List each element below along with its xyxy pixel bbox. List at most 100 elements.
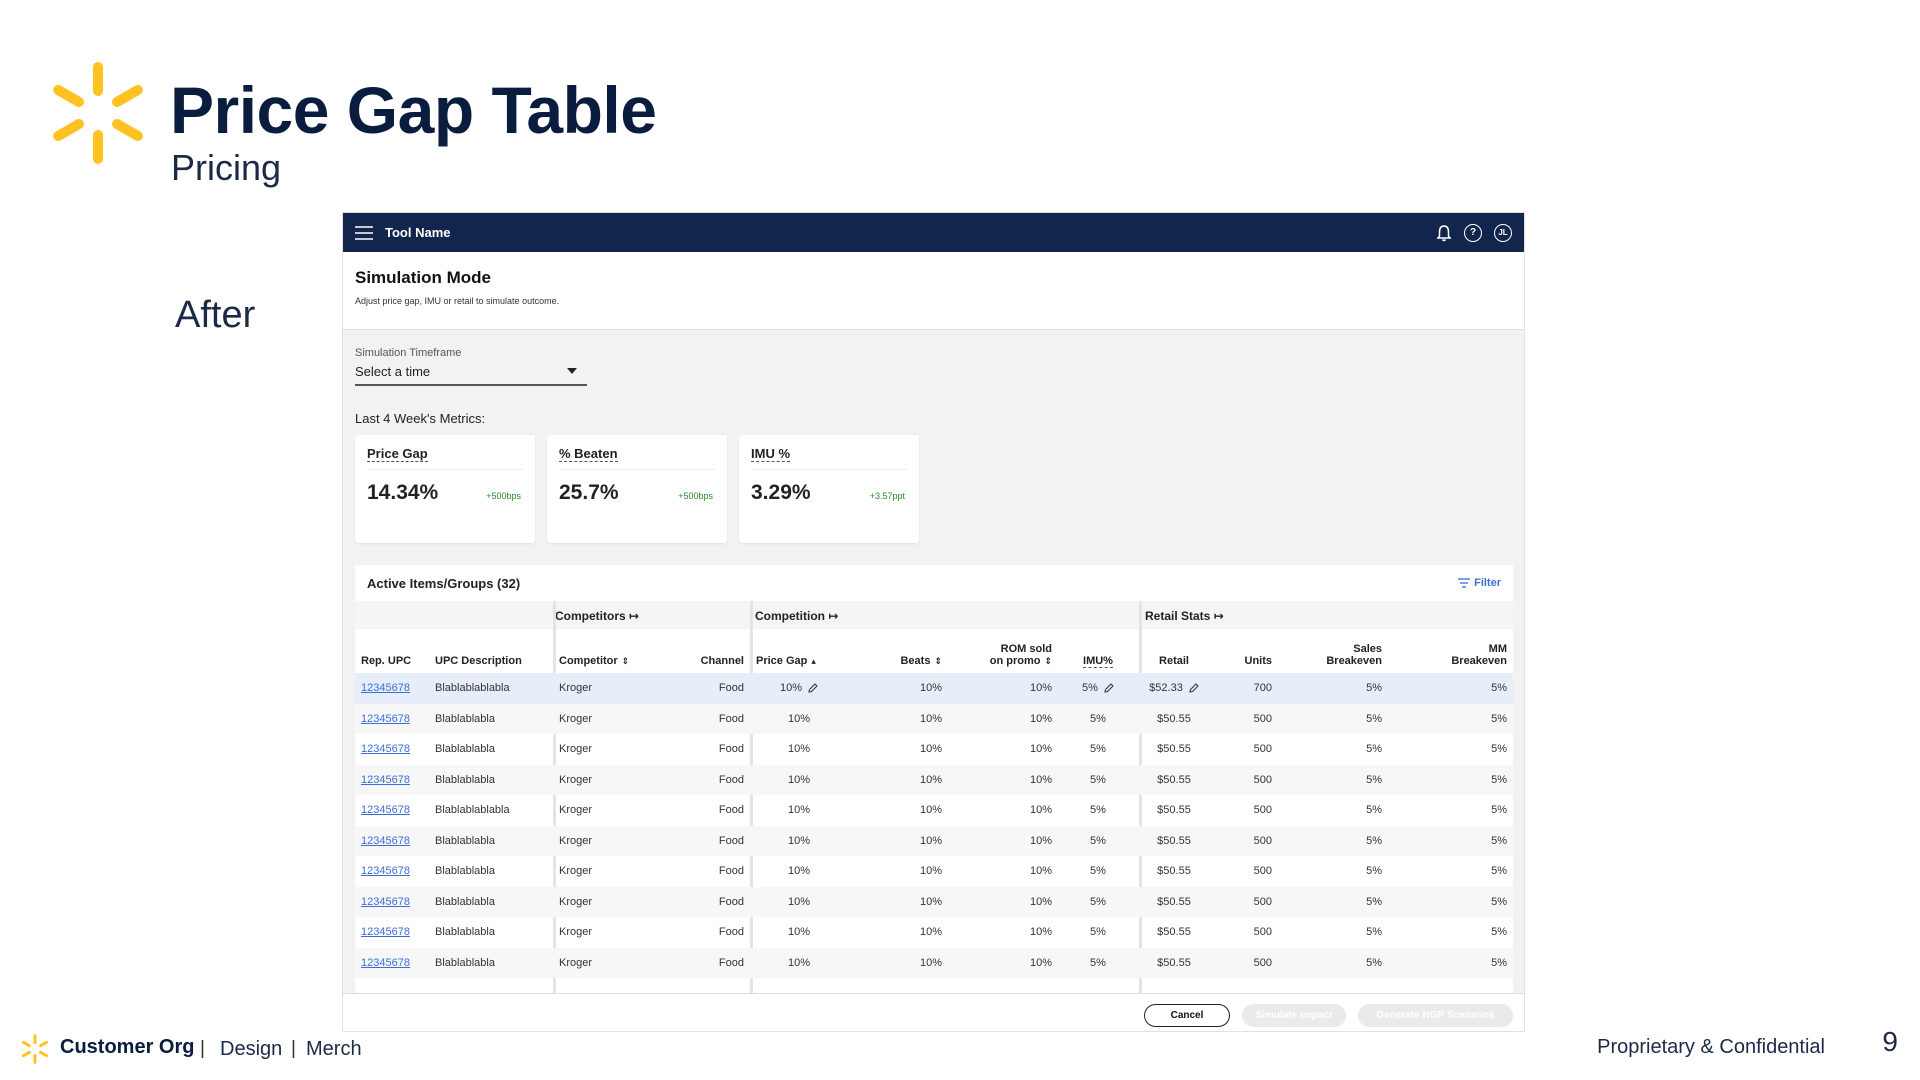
channel-cell: Food [677,886,750,917]
competitor-cell: Kroger [553,825,677,856]
bell-icon[interactable] [1436,224,1452,242]
table-row[interactable]: 12345678 Blablablabla Kroger Food 10% 10% 10% 5… [355,917,1513,948]
beats-cell: 10% [848,947,948,978]
upc-link[interactable]: 12345678 [361,895,410,908]
imu-cell[interactable]: 5% [1058,673,1138,704]
metric-title: % Beaten [559,446,618,462]
rom-cell: 10% [1029,743,1052,756]
filter-icon [1458,578,1471,588]
channel-cell: Food [718,804,744,817]
group-competition[interactable]: Competition ↦ [755,609,839,623]
price-gap-cell[interactable]: 10% [750,673,848,704]
timeframe-select[interactable]: Select a time [355,364,587,386]
upc-description: Blablablabla [429,825,553,856]
top-bar: Tool Name ? JL [343,213,1524,252]
expand-icon: ↦ [1213,609,1224,623]
rom-cell: 10% [1029,865,1052,878]
upc-link[interactable]: 12345678 [361,682,410,695]
edit-icon[interactable] [1189,683,1199,693]
upc-description: Blablablablabla [435,804,510,817]
imu-cell: 5% [1090,804,1106,817]
app-window: Tool Name ? JL Simulation Mode Adjust pr… [342,212,1525,1032]
price-gap-cell: 10% [787,926,811,939]
retail-cell: $50.55 [1157,743,1191,756]
table-row[interactable]: 12345678 Blablablablabla Kroger Food 10% 10% 1… [355,795,1513,826]
col-beats[interactable]: Beats ⇕ [900,655,942,667]
page-description: Adjust price gap, IMU or retail to simul… [355,296,560,306]
generate-scenarios-button[interactable]: Generate NGP Scenarios [1358,1004,1513,1027]
edit-icon[interactable] [1104,683,1114,693]
upc-link[interactable]: 12345678 [361,773,410,786]
metric-title: Price Gap [367,446,428,462]
imu-cell: 5% [1058,825,1138,856]
rom-cell: 10% [948,947,1058,978]
col-rom-sold[interactable]: ROM sold on promo ⇕ [989,643,1052,667]
table-row[interactable]: 12345678 Blablablabla Kroger Food 10% 10% 10% 5… [355,764,1513,795]
price-gap-table: Rep. UPC UPC Description Competitor ⇕ Cha… [355,629,1513,978]
upc-link[interactable]: 12345678 [361,804,410,817]
upc-link[interactable]: 12345678 [361,956,410,969]
channel-cell: Food [677,825,750,856]
sales-breakeven-cell: 5% [1278,673,1388,704]
units-cell: 500 [1253,926,1272,939]
upc-link[interactable]: 12345678 [361,712,410,725]
table-row[interactable]: 12345678 Blablablabla Kroger Food 10% 10% 10% 5… [355,734,1513,765]
simulate-impact-button[interactable]: Simulate Impact [1242,1004,1346,1027]
table-row[interactable]: 12345678 Blablablabla Kroger Food 10% 10% 10% 5… [355,947,1513,978]
col-channel: Channel [700,655,744,667]
upc-link[interactable]: 12345678 [361,743,410,756]
expand-icon: ↦ [629,609,640,623]
rom-cell: 10% [948,886,1058,917]
table-row[interactable]: 12345678 Blablablabla Kroger Food 10% 10% 10% 5… [355,703,1513,734]
units-cell: 500 [1210,886,1278,917]
footer-design: Design [220,1038,283,1060]
upc-link[interactable]: 12345678 [361,834,410,847]
channel-cell: Food [677,764,750,795]
sales-breakeven-cell: 5% [1366,804,1382,817]
units-cell: 700 [1210,673,1278,704]
mm-breakeven-cell: 5% [1388,886,1513,917]
column-groups: Competitors ↦ Competition ↦ Retail Stats… [355,601,1513,629]
sales-breakeven-cell: 5% [1278,947,1388,978]
mm-breakeven-cell: 5% [1388,764,1513,795]
group-competitors[interactable]: Competitors ↦ [555,609,640,623]
metric-title: IMU % [751,446,790,462]
upc-link[interactable]: 12345678 [361,926,410,939]
slide-subtitle: Pricing [171,147,282,188]
channel-cell: Food [677,673,750,704]
retail-cell: $50.55 [1138,886,1210,917]
retail-cell: $50.55 [1157,926,1191,939]
retail-cell: $50.55 [1157,804,1191,817]
table-row[interactable]: 12345678 Blablablabla Kroger Food 10% 10% 10% 5… [355,856,1513,887]
menu-icon[interactable] [355,225,373,240]
column-divider [750,601,753,995]
col-price-gap[interactable]: Price Gap ▴ [756,655,816,667]
upc-link[interactable]: 12345678 [361,865,410,878]
table-row[interactable]: 12345678 Blablablablabla Kroger Food 10% 10% 1… [355,673,1513,704]
avatar[interactable]: JL [1494,223,1512,242]
metric-value: 3.29% [751,481,811,504]
imu-cell: 5% [1090,743,1106,756]
mm-breakeven-cell: 5% [1491,743,1507,756]
table-row[interactable]: 12345678 Blablablabla Kroger Food 10% 10% 10% 5… [355,825,1513,856]
retail-cell: $50.55 [1138,947,1210,978]
table-row[interactable]: 12345678 Blablablabla Kroger Food 10% 10% 10% 5… [355,886,1513,917]
col-competitor[interactable]: Competitor ⇕ [559,655,630,667]
competitor-cell: Kroger [553,764,677,795]
footer-separator: | [200,1038,205,1059]
table-header-row: Rep. UPC UPC Description Competitor ⇕ Cha… [355,629,1513,673]
mm-breakeven-cell: 5% [1388,825,1513,856]
sales-breakeven-cell: 5% [1278,825,1388,856]
upc-description: Blablablabla [435,743,495,756]
filter-button[interactable]: Filter [1458,577,1501,589]
mm-breakeven-cell: 5% [1491,865,1507,878]
help-icon[interactable]: ? [1464,223,1482,242]
price-gap-cell: 10% [787,804,811,817]
competitor-cell: Kroger [559,926,593,939]
cancel-button[interactable]: Cancel [1144,1004,1230,1027]
group-retail-stats[interactable]: Retail Stats ↦ [1145,609,1224,623]
retail-cell[interactable]: $52.33 [1138,673,1210,704]
channel-cell: Food [718,743,744,756]
edit-icon[interactable] [808,683,818,693]
upc-description: Blablablabla [429,886,553,917]
